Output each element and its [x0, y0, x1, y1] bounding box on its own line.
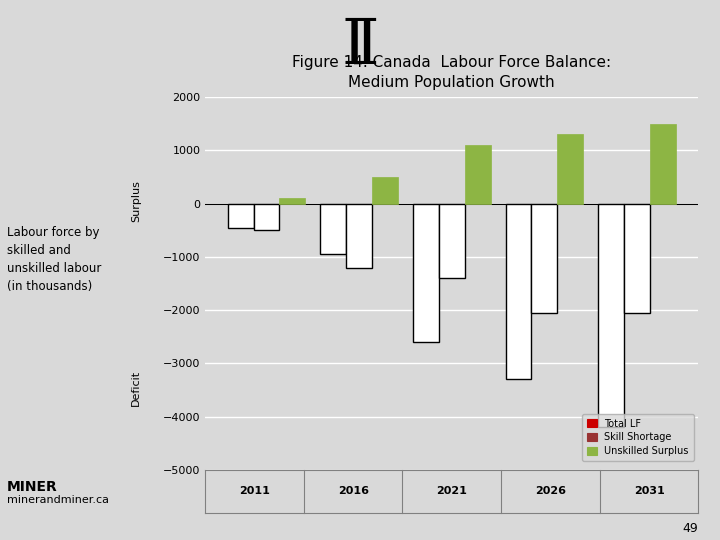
Text: minerandminer.ca: minerandminer.ca: [7, 495, 109, 505]
Bar: [438, 204, 465, 278]
Text: MINER: MINER: [7, 480, 58, 494]
Bar: [531, 204, 557, 313]
Bar: [557, 134, 583, 204]
Bar: [650, 124, 676, 204]
Text: Ⅱ: Ⅱ: [341, 16, 379, 77]
Bar: [413, 204, 438, 342]
Text: 2016: 2016: [338, 487, 369, 496]
Text: 2031: 2031: [634, 487, 665, 496]
Bar: [465, 145, 491, 204]
Text: 2026: 2026: [535, 487, 566, 496]
Bar: [253, 204, 279, 230]
Bar: [279, 198, 305, 204]
Text: 2011: 2011: [239, 487, 270, 496]
Bar: [598, 204, 624, 427]
Text: 49: 49: [683, 522, 698, 535]
Text: Surplus: Surplus: [131, 180, 141, 222]
Bar: [346, 204, 372, 267]
Text: Deficit: Deficit: [131, 370, 141, 406]
Bar: [624, 204, 650, 313]
Text: 2021: 2021: [436, 487, 467, 496]
Bar: [372, 177, 398, 204]
Bar: [228, 204, 253, 228]
Legend: Total LF, Skill Shortage, Unskilled Surplus: Total LF, Skill Shortage, Unskilled Surp…: [582, 414, 693, 461]
Text: Figure 14. Canada  Labour Force Balance:
Medium Population Growth: Figure 14. Canada Labour Force Balance: …: [292, 55, 611, 90]
Bar: [320, 204, 346, 254]
Text: Labour force by
skilled and
unskilled labour
(in thousands): Labour force by skilled and unskilled la…: [7, 226, 102, 293]
Bar: [505, 204, 531, 379]
